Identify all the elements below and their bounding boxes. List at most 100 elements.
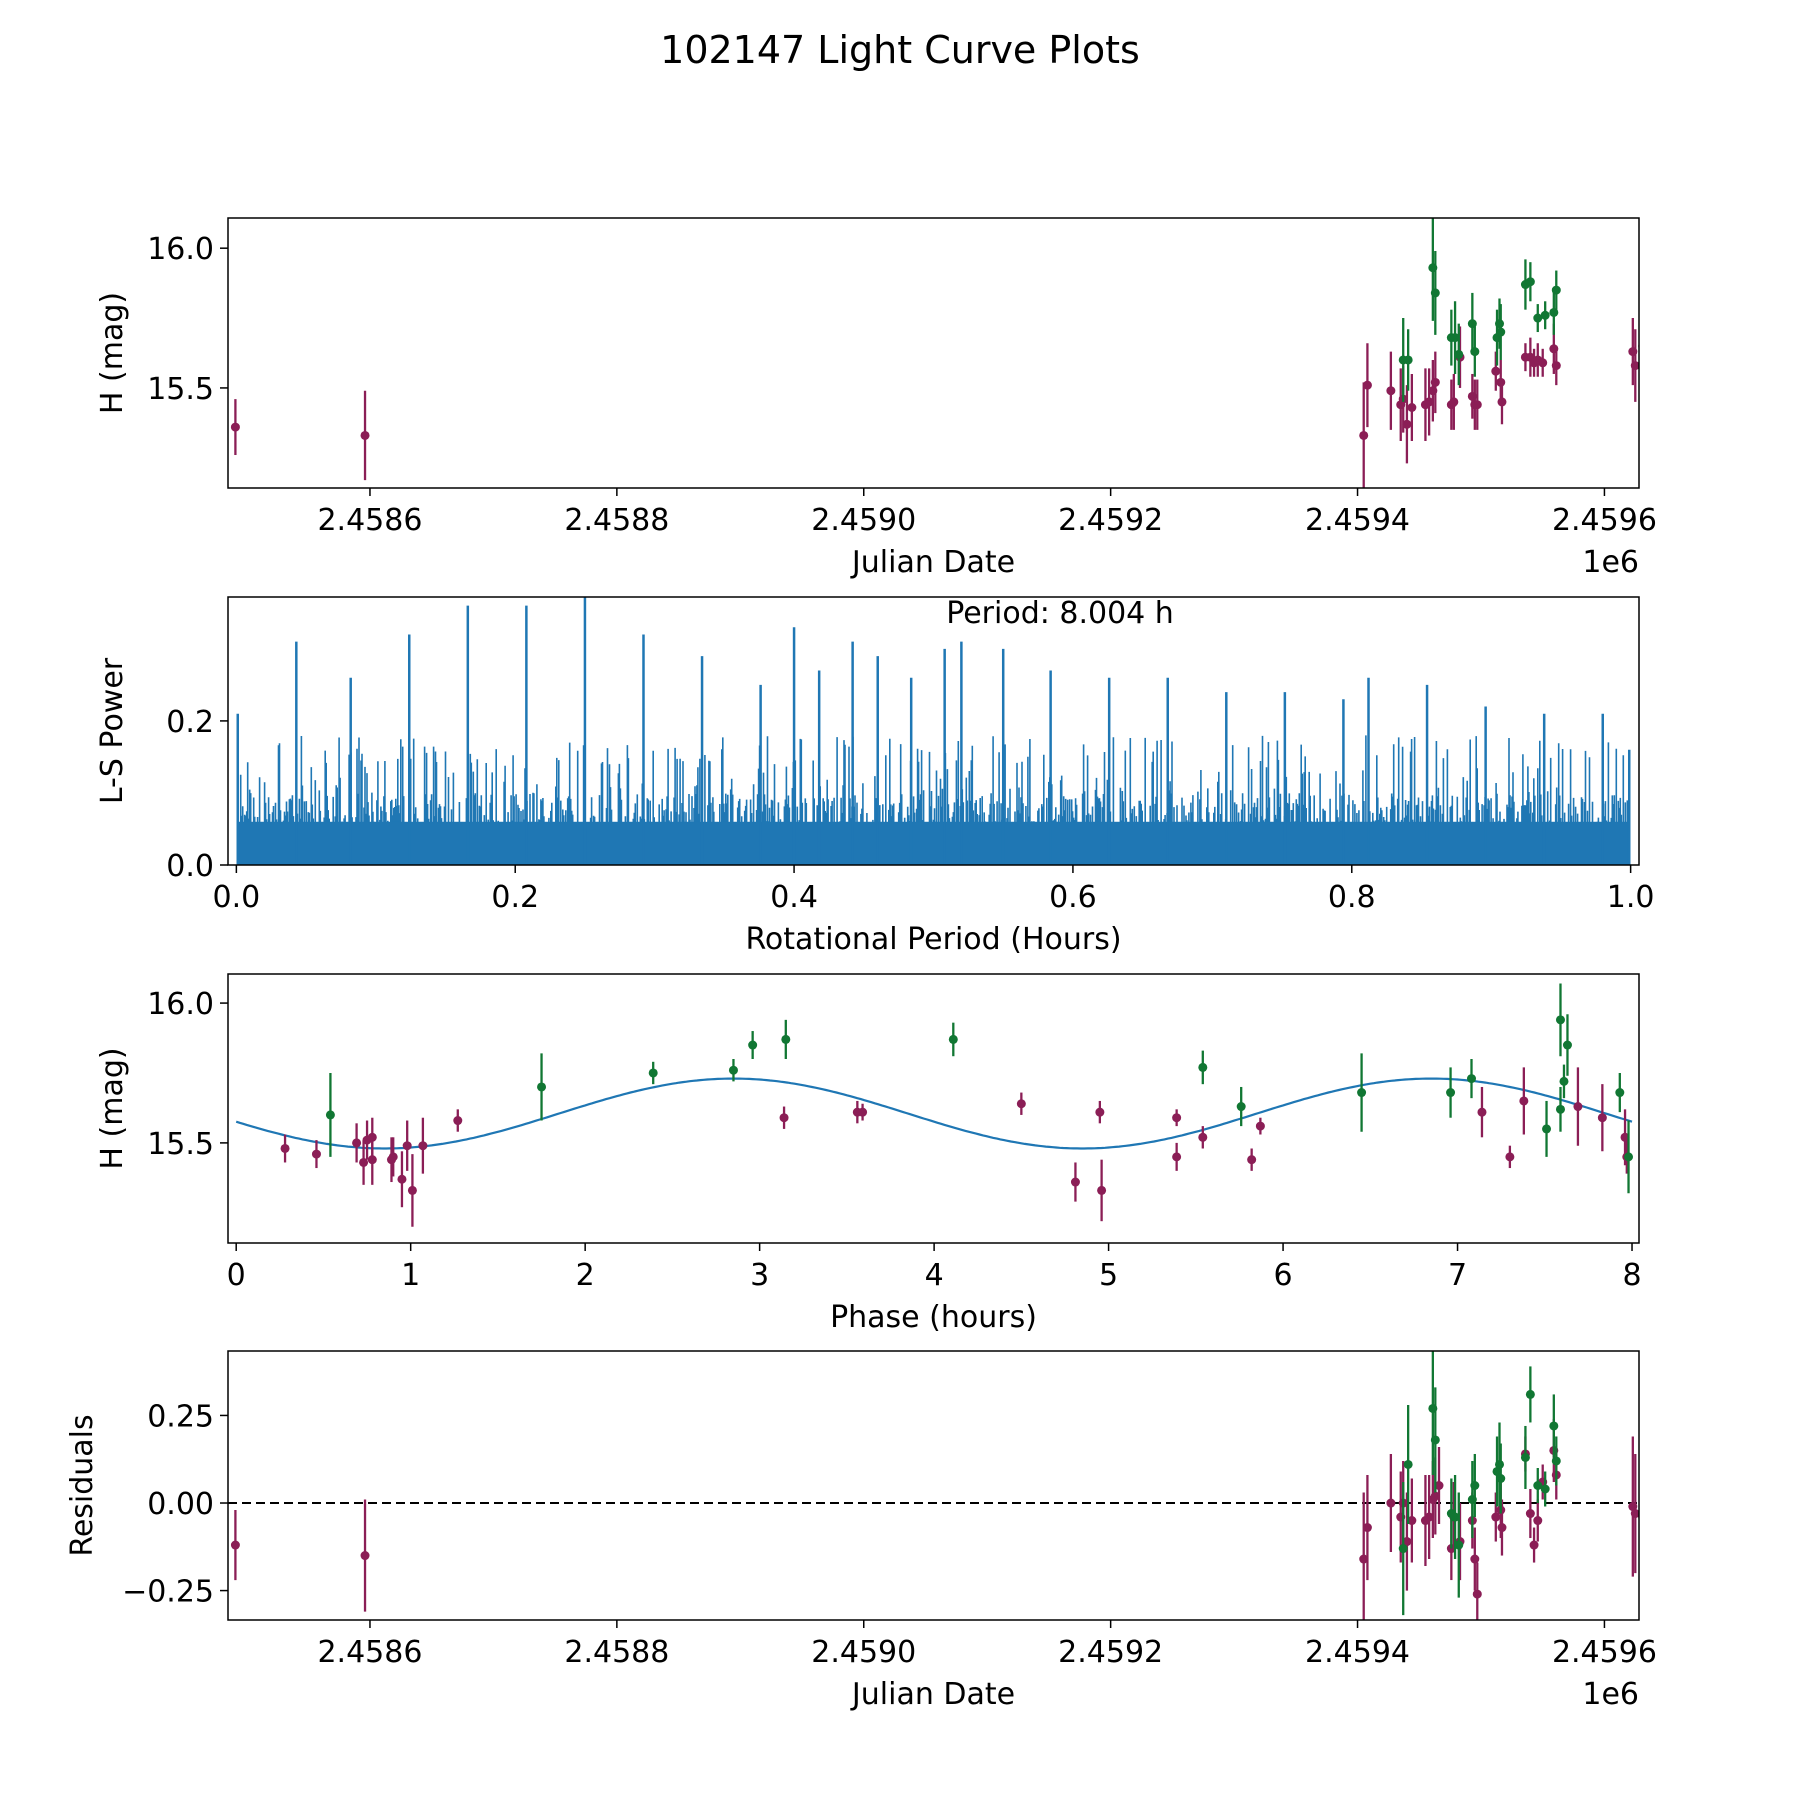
y-tick-label: 16.0 bbox=[147, 232, 214, 267]
lightcurve-axes: 2.4586 2.4588 2.4590 2.4592 2.4594 2.4596 15.5… bbox=[95, 232, 1657, 580]
data-point bbox=[1198, 1132, 1208, 1142]
x-tick-label: 8 bbox=[1622, 1258, 1641, 1293]
data-point bbox=[1620, 1132, 1630, 1142]
data-point bbox=[1495, 319, 1505, 329]
x-tick-label: 2.4594 bbox=[1305, 1635, 1410, 1670]
data-point bbox=[537, 1082, 547, 1092]
data-point bbox=[1424, 397, 1434, 407]
data-point bbox=[397, 1174, 407, 1184]
data-point bbox=[781, 1034, 791, 1044]
x-tick-label: 1.0 bbox=[1607, 880, 1655, 915]
data-point bbox=[1403, 355, 1413, 365]
x-tick-label: 6 bbox=[1274, 1258, 1293, 1293]
data-point bbox=[1402, 1537, 1412, 1547]
data-point bbox=[1403, 1459, 1413, 1469]
data-point bbox=[1525, 1389, 1535, 1399]
residuals-axes: 2.4586 2.4588 2.4590 2.4592 2.4594 2.4596 −0.2… bbox=[65, 1399, 1657, 1712]
data-point bbox=[1434, 1481, 1444, 1490]
data-point bbox=[1542, 1124, 1552, 1134]
phased-frame bbox=[227, 973, 1640, 1244]
x-tick-label: 7 bbox=[1448, 1258, 1467, 1293]
data-point bbox=[1472, 400, 1482, 410]
data-point bbox=[948, 1034, 958, 1044]
data-point bbox=[280, 1143, 290, 1153]
residuals-data bbox=[230, 1351, 1639, 1620]
data-point bbox=[728, 1065, 738, 1075]
data-point bbox=[1255, 1121, 1265, 1131]
periodogram-frame bbox=[227, 596, 1640, 866]
data-point bbox=[325, 1110, 335, 1120]
data-point bbox=[748, 1040, 758, 1050]
x-offset-label: 1e6 bbox=[1582, 1677, 1639, 1712]
data-point bbox=[1525, 1509, 1535, 1519]
data-point bbox=[402, 1141, 412, 1151]
data-point bbox=[1540, 1484, 1550, 1494]
x-tick-label: 0.6 bbox=[1049, 880, 1097, 915]
residuals-frame bbox=[227, 1350, 1640, 1621]
x-tick-label: 0 bbox=[227, 1258, 246, 1293]
data-point bbox=[1016, 1099, 1026, 1109]
x-axis-label: Rotational Period (Hours) bbox=[745, 922, 1121, 957]
x-tick-label: 2.4592 bbox=[1058, 1635, 1163, 1670]
y-axis-label: L-S Power bbox=[95, 657, 130, 804]
data-point bbox=[1555, 1104, 1565, 1114]
x-offset-label: 1e6 bbox=[1582, 545, 1639, 580]
x-tick-label: 2.4590 bbox=[811, 503, 916, 538]
x-tick-label: 2.4596 bbox=[1552, 503, 1657, 538]
data-point bbox=[1454, 349, 1464, 359]
data-point bbox=[1630, 361, 1639, 371]
y-tick-label: 0.00 bbox=[147, 1487, 214, 1522]
y-axis-label: H (mag) bbox=[95, 292, 130, 414]
data-point bbox=[1095, 1107, 1105, 1117]
data-point bbox=[1533, 313, 1543, 323]
y-tick-label: 15.5 bbox=[147, 372, 214, 407]
data-point bbox=[1386, 1498, 1396, 1508]
data-point bbox=[230, 1540, 240, 1550]
model-curve bbox=[235, 1077, 1633, 1150]
data-point bbox=[1624, 1152, 1634, 1162]
y-axis-label: H (mag) bbox=[95, 1047, 130, 1169]
x-tick-label: 2.4594 bbox=[1305, 503, 1410, 538]
data-point bbox=[1477, 1107, 1487, 1117]
data-point bbox=[1562, 1040, 1572, 1050]
data-point bbox=[1495, 1459, 1505, 1469]
data-point bbox=[1470, 1554, 1480, 1564]
data-point bbox=[1247, 1155, 1257, 1165]
data-point bbox=[1070, 1177, 1080, 1187]
data-point bbox=[1446, 1088, 1456, 1098]
y-tick-label: 0.25 bbox=[147, 1399, 214, 1434]
data-point bbox=[1472, 1589, 1482, 1599]
periodogram-axes: 0.0 0.2 0.4 0.6 0.8 1.0 0.0 0.2 Rotational Perio… bbox=[95, 657, 1654, 957]
x-axis-label: Julian Date bbox=[850, 545, 1015, 580]
data-point bbox=[779, 1113, 789, 1123]
data-point bbox=[1549, 307, 1559, 317]
x-axis-label: Julian Date bbox=[850, 1677, 1015, 1712]
data-point bbox=[1357, 1088, 1367, 1098]
data-point bbox=[1402, 419, 1412, 429]
data-point bbox=[1529, 1540, 1539, 1550]
data-point bbox=[1630, 1509, 1639, 1519]
x-tick-label: 2.4586 bbox=[317, 503, 422, 538]
data-point bbox=[1520, 1452, 1530, 1462]
data-point bbox=[1470, 1481, 1480, 1490]
y-tick-label: 16.0 bbox=[147, 987, 214, 1022]
data-point bbox=[1470, 347, 1480, 357]
data-point bbox=[1491, 1512, 1501, 1522]
data-point bbox=[1551, 361, 1561, 371]
data-point bbox=[1359, 1554, 1369, 1564]
data-point bbox=[407, 1185, 417, 1195]
data-point bbox=[1386, 386, 1396, 396]
data-point bbox=[360, 430, 370, 440]
phased-data bbox=[280, 983, 1634, 1227]
data-point bbox=[1467, 1074, 1477, 1084]
x-tick-label: 2.4588 bbox=[564, 1635, 669, 1670]
data-point bbox=[1551, 1456, 1561, 1466]
periodogram-floor bbox=[237, 821, 1630, 865]
data-point bbox=[1533, 1516, 1543, 1526]
y-tick-label: −0.25 bbox=[122, 1575, 214, 1610]
y-tick-label: 0.0 bbox=[166, 849, 214, 884]
x-axis-label: Phase (hours) bbox=[830, 1300, 1037, 1335]
data-point bbox=[1496, 377, 1506, 387]
data-point bbox=[352, 1138, 362, 1148]
data-point bbox=[1525, 277, 1535, 287]
